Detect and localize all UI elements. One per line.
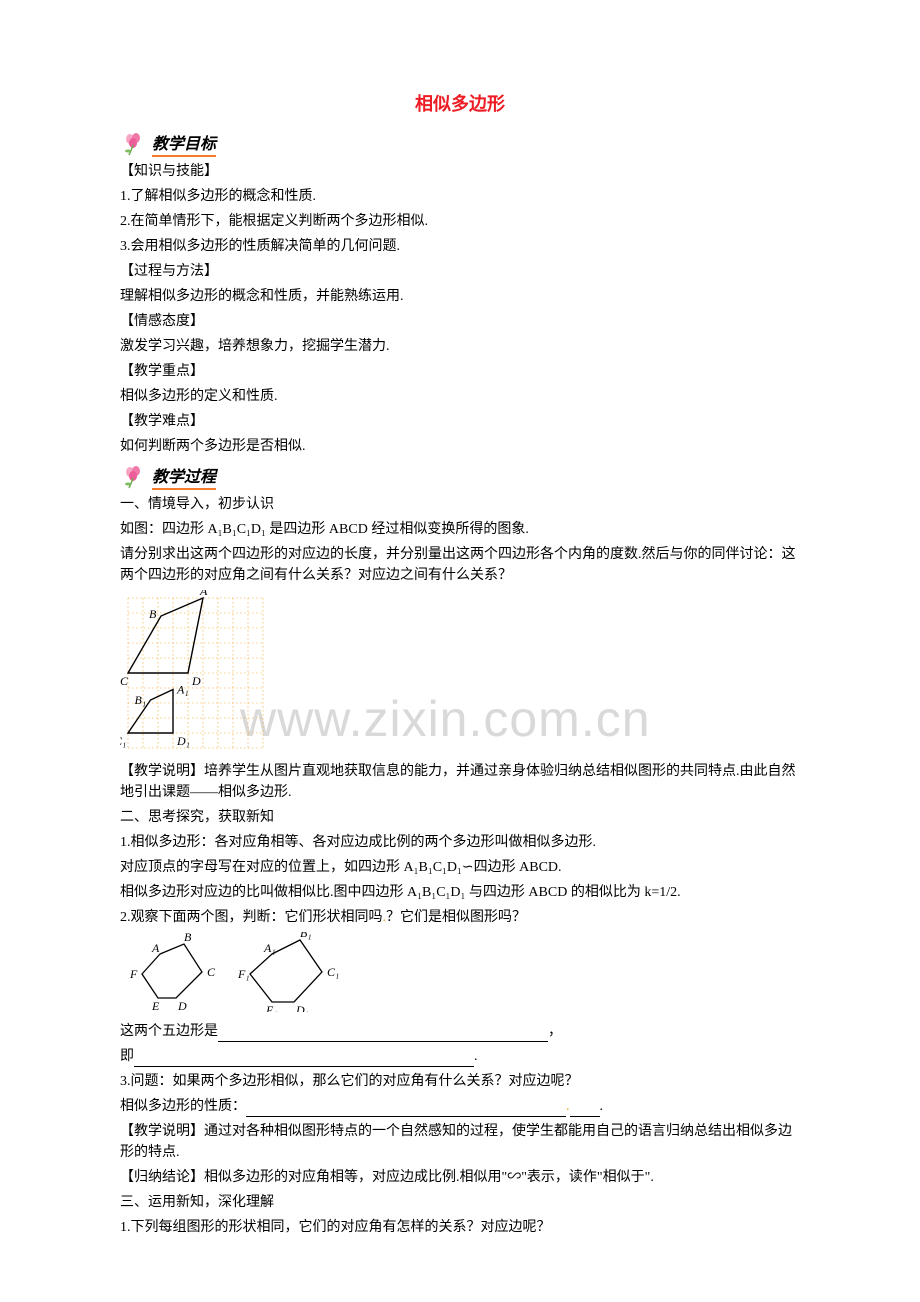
label-method: 【过程与方法】 xyxy=(120,261,800,282)
flower-icon xyxy=(120,131,146,157)
svg-text:A: A xyxy=(151,941,160,955)
text-summary: 【归纳结论】相似多边形的对应角相等，对应边成比例.相似用"∽"表示，读作"相似于… xyxy=(120,1167,800,1188)
svg-text:C: C xyxy=(120,674,129,688)
text-p8a: 2.观察下面两个图，判断：它们形状相同吗 xyxy=(120,910,383,925)
text-p3: 请分别求出这两个四边形的对应边的长度，并分别量出这两个四边形各个内角的度数.然后… xyxy=(120,544,800,586)
section-head-process: 教学过程 xyxy=(120,463,800,490)
text-m1: 理解相似多边形的概念和性质，并能熟练运用. xyxy=(120,286,800,307)
text-a1: 激发学习兴趣，培养想象力，挖掘学生潜力. xyxy=(120,336,800,357)
text-p12-label: 相似多边形的性质： xyxy=(120,1099,246,1114)
svg-text:B₁: B₁ xyxy=(300,932,312,940)
text-p7: 相似多边形对应边的比叫做相似比.图中四边形 A₁B₁C₁D₁ 与四边形 ABCD… xyxy=(120,882,800,903)
blank-line xyxy=(134,1052,474,1067)
svg-text:D: D xyxy=(191,674,201,688)
section-head-goals-label: 教学目标 xyxy=(152,130,216,157)
text-p10: 即. xyxy=(120,1046,800,1067)
svg-text:D₁: D₁ xyxy=(295,1003,309,1012)
svg-text:F: F xyxy=(129,967,138,981)
text-k2: 2.在简单情形下，能根据定义判断两个多边形相似. xyxy=(120,211,800,232)
svg-text:B: B xyxy=(184,932,192,944)
text-d1: 如何判断两个多边形是否相似. xyxy=(120,436,800,457)
svg-text:B₁: B₁ xyxy=(135,693,147,707)
text-teachnote2: 【教学说明】通过对各种相似图形特点的一个自然感知的过程，使学生都能用自己的语言归… xyxy=(120,1121,800,1163)
svg-text:C: C xyxy=(207,965,216,979)
svg-text:F₁: F₁ xyxy=(237,967,250,981)
text-teachnote1: 【教学说明】培养学生从图片直观地获取信息的能力，并通过亲身体验归纳总结相似图形的… xyxy=(120,761,800,803)
flower-icon xyxy=(120,464,146,490)
text-p12: 相似多边形的性质：.. xyxy=(120,1096,800,1117)
text-p4: 二、思考探究，获取新知 xyxy=(120,807,800,828)
section-head-goals: 教学目标 xyxy=(120,130,800,157)
svg-text:C₁: C₁ xyxy=(120,734,126,748)
text-p8: 2.观察下面两个图，判断：它们形状相同吗.？它们是相似图形吗？ xyxy=(120,907,800,928)
svg-text:A₁: A₁ xyxy=(176,683,189,697)
text-p2: 如图：四边形 A₁B₁C₁D₁ 是四边形 ABCD 经过相似变换所得的图象. xyxy=(120,519,800,540)
blank-line xyxy=(246,1102,566,1117)
figure-hexagons: A B C F E D A₁ B₁ C₁ F₁ E₁ D₁ xyxy=(120,932,800,1017)
text-p8b: ？它们是相似图形吗？ xyxy=(386,910,526,925)
svg-text:B: B xyxy=(149,607,157,621)
text-p13: 三、运用新知，深化理解 xyxy=(120,1192,800,1213)
figure-grid-quads: A B C DA₁ B₁ C₁ D₁ xyxy=(120,590,800,757)
text-p5: 1.相似多边形：各对应角相等、各对应边成比例的两个多边形叫做相似多边形. xyxy=(120,832,800,853)
text-p10-label: 即 xyxy=(120,1049,134,1064)
page-title: 相似多边形 xyxy=(120,90,800,116)
svg-text:C₁: C₁ xyxy=(327,965,339,979)
label-knowledge: 【知识与技能】 xyxy=(120,161,800,182)
svg-text:E₁: E₁ xyxy=(265,1003,278,1012)
text-f1: 相似多边形的定义和性质. xyxy=(120,386,800,407)
blank-line xyxy=(570,1102,600,1117)
text-k1: 1.了解相似多边形的概念和性质. xyxy=(120,186,800,207)
svg-text:A₁: A₁ xyxy=(263,941,276,955)
text-p9: 这两个五边形是， xyxy=(120,1021,800,1042)
text-p14: 1.下列每组图形的形状相同，它们的对应角有怎样的关系？对应边呢？ xyxy=(120,1217,800,1238)
svg-text:E: E xyxy=(151,999,160,1012)
text-p11: 3.问题：如果两个多边形相似，那么它们的对应角有什么关系？对应边呢？ xyxy=(120,1071,800,1092)
text-p9-label: 这两个五边形是 xyxy=(120,1024,218,1039)
label-focus: 【教学重点】 xyxy=(120,361,800,382)
text-k3: 3.会用相似多边形的性质解决简单的几何问题. xyxy=(120,236,800,257)
svg-text:D₁: D₁ xyxy=(176,734,190,748)
blank-line xyxy=(218,1027,548,1042)
section-head-process-label: 教学过程 xyxy=(152,463,216,490)
label-difficulty: 【教学难点】 xyxy=(120,411,800,432)
text-p1: 一、情境导入，初步认识 xyxy=(120,494,800,515)
svg-text:A: A xyxy=(199,590,208,598)
text-p6: 对应顶点的字母写在对应的位置上，如四边形 A₁B₁C₁D₁∽四边形 ABCD. xyxy=(120,857,800,878)
label-attitude: 【情感态度】 xyxy=(120,311,800,332)
svg-text:D: D xyxy=(177,999,187,1012)
